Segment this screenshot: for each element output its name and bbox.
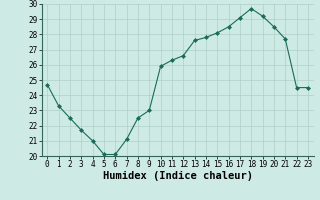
X-axis label: Humidex (Indice chaleur): Humidex (Indice chaleur): [103, 171, 252, 181]
